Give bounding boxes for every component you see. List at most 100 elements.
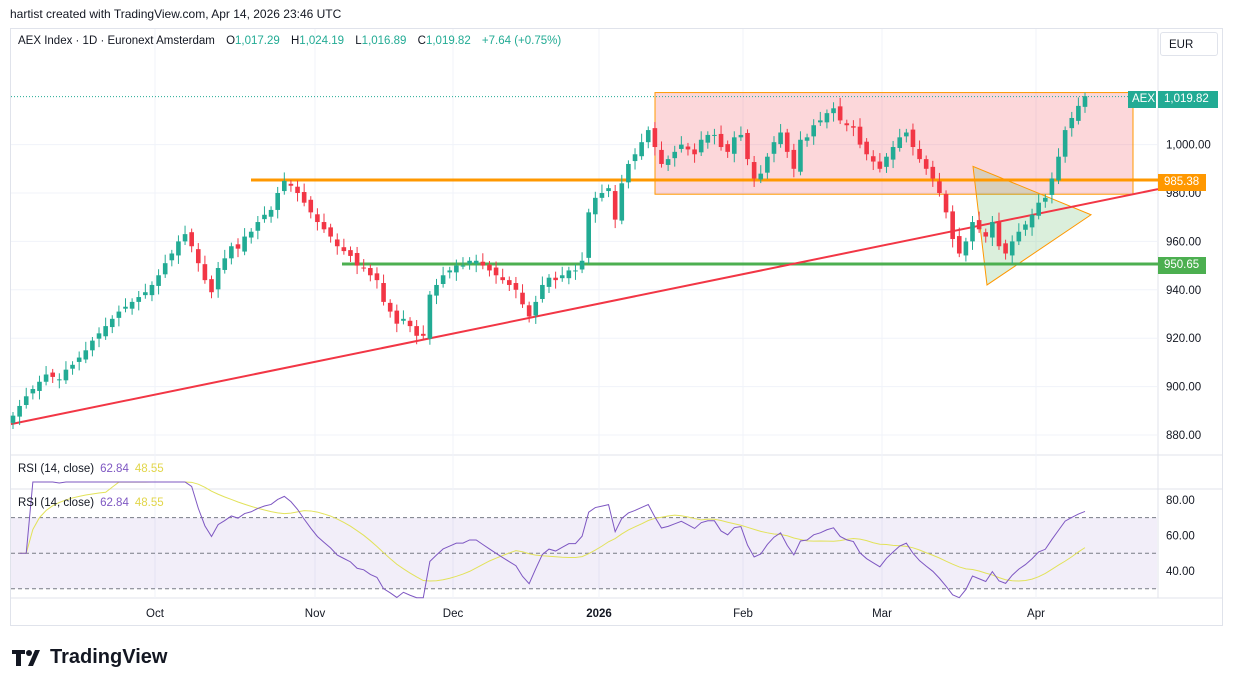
rsi-value: 62.84 (100, 463, 129, 475)
candle-body (970, 222, 975, 242)
candle-body (996, 221, 1002, 247)
x-tick-label: Apr (1027, 608, 1045, 620)
candle-body (705, 134, 711, 143)
candle-body (1029, 214, 1035, 228)
rsi-title: RSI (14, close) (18, 463, 95, 475)
candle-body (1009, 241, 1015, 256)
candle-body (738, 134, 744, 138)
candle-body (255, 222, 261, 231)
candle-body (401, 318, 406, 321)
candle-body (136, 297, 142, 302)
y-tick-label: 880.00 (1166, 430, 1201, 442)
candle-body (189, 232, 194, 247)
candle-body (96, 333, 102, 339)
candle-body (824, 113, 830, 123)
candle-body (950, 211, 955, 239)
rsi-ma-line (19, 481, 1086, 582)
candle-body (315, 214, 320, 223)
candle-body (1069, 117, 1075, 129)
candle-body (288, 183, 294, 186)
candle-body (639, 142, 644, 157)
candle-body (771, 142, 777, 154)
symbol-title[interactable]: AEX Index · 1D · Euronext Amsterdam (18, 35, 215, 47)
candle-body (414, 326, 419, 336)
candle-body (348, 250, 353, 256)
candle-body (645, 130, 651, 143)
candle-body (606, 188, 611, 192)
candle-body (665, 159, 671, 165)
candle-body (506, 280, 512, 285)
candle-body (1076, 105, 1081, 121)
tradingview-logo[interactable]: TradingView (12, 646, 167, 669)
rsi-ma-value: 48.55 (134, 463, 164, 475)
candle-body (454, 265, 459, 273)
resistance-price-tag: 985.38 (1158, 174, 1206, 191)
candle-body (672, 151, 678, 159)
candle-body (374, 273, 380, 281)
low-value: 1,016.89 (361, 35, 407, 47)
candle-body (837, 106, 843, 121)
candle-body (857, 126, 863, 145)
candle-body (784, 132, 790, 152)
candle-body (725, 144, 730, 152)
candle-body (652, 128, 658, 148)
candle-body (76, 357, 82, 362)
candle-body (70, 364, 75, 369)
candle-body (50, 372, 56, 377)
candle-body (758, 173, 764, 180)
candle-body (480, 261, 486, 266)
candle-body (593, 197, 598, 215)
candle-body (1056, 156, 1061, 181)
candle-body (1016, 231, 1022, 242)
candle-body (282, 180, 287, 192)
candle-body (546, 277, 552, 287)
y-tick-label: 960.00 (1166, 236, 1201, 248)
candle-body (143, 292, 148, 296)
y-tick-label: 980.00 (1166, 188, 1201, 200)
candle-body (877, 161, 883, 169)
candle-body (493, 267, 499, 276)
close-value: 1,019.82 (425, 35, 471, 47)
candle-body (460, 265, 466, 267)
candle-body (242, 236, 247, 252)
candle-body (473, 260, 479, 264)
rsi-tick-label: 80.00 (1166, 495, 1195, 507)
candle-body (387, 302, 393, 312)
candle-body (23, 396, 29, 405)
brand-name: TradingView (50, 646, 168, 668)
candle-body (626, 163, 631, 183)
candle-body (844, 123, 850, 126)
candle-body (679, 144, 684, 149)
candle-body (870, 156, 876, 162)
candle-body (162, 263, 168, 275)
open-value: 1,017.29 (235, 35, 280, 47)
y-tick-label: 940.00 (1166, 285, 1201, 297)
y-tick-label: 920.00 (1166, 333, 1201, 345)
candle-body (612, 191, 618, 220)
candle-body (983, 232, 989, 237)
candle-body (943, 193, 949, 213)
candle-body (381, 283, 386, 302)
trend-line (10, 188, 1159, 426)
candle-body (632, 154, 638, 162)
candle-body (956, 236, 962, 254)
candle-body (930, 166, 936, 179)
candle-body (83, 350, 89, 360)
candle-body (262, 214, 267, 220)
candle-body (209, 279, 214, 293)
currency-button[interactable]: EUR (1160, 32, 1218, 56)
candle-body (63, 369, 69, 381)
candle-body (341, 247, 347, 252)
candle-body (751, 162, 757, 179)
candle-body (17, 405, 22, 417)
rsi-value-2: 62.84 (100, 497, 129, 509)
candle-body (579, 260, 585, 270)
candle-body (334, 239, 340, 247)
candle-body (500, 277, 505, 281)
candle-body (37, 381, 42, 391)
candle-body (659, 149, 664, 164)
candle-body (123, 306, 128, 309)
candle-body (904, 132, 909, 137)
candle-body (1062, 130, 1068, 157)
